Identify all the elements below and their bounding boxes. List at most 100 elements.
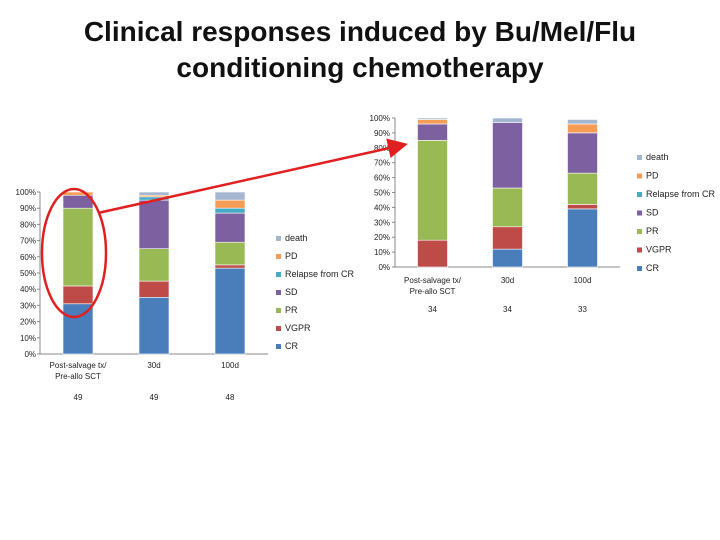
y-tick-label: 0%: [24, 350, 36, 359]
n-count-label: 49: [150, 393, 159, 402]
bar-segment-vgpr: [417, 239, 448, 268]
y-tick-label: 30%: [20, 301, 36, 310]
bar-segment-sd: [138, 199, 170, 250]
legend-label-pr: PR: [285, 305, 298, 315]
y-tick-label: 60%: [374, 174, 390, 183]
x-category-label: Pre-allo SCT: [55, 372, 101, 381]
highlight-ellipse: [40, 187, 108, 319]
y-tick-label: 90%: [374, 129, 390, 138]
x-category-label: 30d: [147, 361, 160, 370]
y-tick-label: 100%: [370, 114, 390, 123]
y-tick-label: 0%: [378, 263, 390, 272]
bar-segment-relapse-from-cr: [214, 207, 246, 214]
bar-segment-pr: [567, 172, 598, 205]
x-category-label: 30d: [501, 276, 514, 285]
legend-label-sd: SD: [285, 287, 298, 297]
bar-segment-pr: [138, 248, 170, 282]
legend-label-relapse-from-cr: Relapse from CR: [285, 269, 355, 279]
bar-segment-sd: [492, 122, 523, 189]
highlight-overlay: [40, 138, 408, 319]
legend-swatch-cr: [276, 344, 281, 349]
n-count-label: 34: [428, 305, 437, 314]
bar-segment-death: [138, 191, 170, 196]
bar-segment-death: [567, 119, 598, 125]
bar-segment-vgpr: [567, 204, 598, 210]
legend-swatch-sd: [276, 290, 281, 295]
bar-segment-cr: [138, 296, 170, 355]
legend-label-vgpr: VGPR: [646, 245, 672, 255]
bar-segment-vgpr: [62, 285, 94, 305]
bar-segment-pr: [214, 241, 246, 266]
title-line-2: conditioning chemotherapy: [176, 52, 544, 83]
y-tick-label: 90%: [20, 204, 36, 213]
legend-swatch-death: [637, 155, 642, 160]
x-category-label: 100d: [221, 361, 239, 370]
y-tick-label: 10%: [374, 248, 390, 257]
legend-label-sd: SD: [646, 208, 659, 218]
y-tick-label: 80%: [20, 220, 36, 229]
y-tick-label: 40%: [374, 203, 390, 212]
bar-segment-death: [417, 117, 448, 120]
legend-swatch-vgpr: [276, 326, 281, 331]
bar-segment-vgpr: [214, 264, 246, 269]
legend-label-vgpr: VGPR: [285, 323, 311, 333]
chart-pre-allo-49: 0% 10% 20% 30% 40% 50% 60% 70% 80% 90% 100% Post-sa…: [16, 188, 355, 402]
y-tick-label: 30%: [374, 218, 390, 227]
legend-swatch-pd: [276, 254, 281, 259]
legend-swatch-relapse-from-cr: [637, 192, 642, 197]
bar-segment-pd: [567, 123, 598, 134]
bar-segment-pr: [417, 140, 448, 241]
bar-segment-sd: [214, 212, 246, 243]
legend-label-pd: PD: [646, 171, 659, 181]
legend-label-death: death: [285, 233, 308, 243]
bar-segment-vgpr: [492, 226, 523, 250]
legend-label-pr: PR: [646, 226, 659, 236]
slide-title: Clinical responses induced by Bu/Mel/Flu…: [0, 14, 720, 86]
legend-swatch-pr: [276, 308, 281, 313]
chart-pre-allo-34: 0% 10% 20% 30% 40% 50% 60% 70% 80% 90% 100% Post-sa…: [370, 114, 716, 314]
legend-label-cr: CR: [646, 263, 659, 273]
bar-segment-sd: [567, 132, 598, 174]
y-tick-label: 20%: [20, 318, 36, 327]
legend-swatch-pd: [637, 173, 642, 179]
bar-segment-sd: [417, 123, 448, 141]
x-category-label: Post-salvage tx/: [50, 361, 108, 370]
x-category-label: Post-salvage tx/: [404, 276, 462, 285]
bar-segment-cr: [492, 248, 523, 268]
legend-label-relapse-from-cr: Relapse from CR: [646, 189, 716, 199]
bar-segment-pd: [417, 119, 448, 125]
legend-label-cr: CR: [285, 341, 298, 351]
legend-swatch-sd: [637, 210, 642, 216]
y-tick-label: 70%: [374, 159, 390, 168]
x-category-label: 100d: [574, 276, 592, 285]
y-tick-label: 60%: [20, 253, 36, 262]
n-count-label: 48: [226, 393, 235, 402]
legend-swatch-pr: [637, 229, 642, 234]
legend-swatch-cr: [637, 266, 642, 271]
bar-segment-vgpr: [138, 280, 170, 298]
y-tick-label: 10%: [20, 334, 36, 343]
y-tick-label: 70%: [20, 237, 36, 246]
legend-swatch-relapse-from-cr: [276, 272, 281, 277]
y-tick-label: 50%: [20, 269, 36, 278]
legend-label-death: death: [646, 152, 669, 162]
title-line-1: Clinical responses induced by Bu/Mel/Flu: [83, 16, 637, 47]
bar-segment-cr: [567, 208, 598, 268]
bar-segment-pr: [492, 187, 523, 228]
bar-segment-cr: [214, 267, 246, 355]
bar-segment-death: [214, 191, 246, 201]
x-category-label: Pre-allo SCT: [410, 287, 456, 296]
n-count-label: 33: [578, 305, 587, 314]
n-count-label: 49: [74, 393, 83, 402]
legend-swatch-vgpr: [637, 247, 642, 253]
y-tick-label: 50%: [374, 189, 390, 198]
bar-segment-pd: [214, 199, 246, 209]
highlight-arrow: [97, 138, 408, 215]
y-tick-label: 100%: [16, 188, 36, 197]
legend-label-pd: PD: [285, 251, 298, 261]
y-tick-label: 40%: [20, 285, 36, 294]
bar-segment-pr: [62, 207, 94, 287]
n-count-label: 34: [503, 305, 512, 314]
y-tick-label: 20%: [374, 233, 390, 242]
